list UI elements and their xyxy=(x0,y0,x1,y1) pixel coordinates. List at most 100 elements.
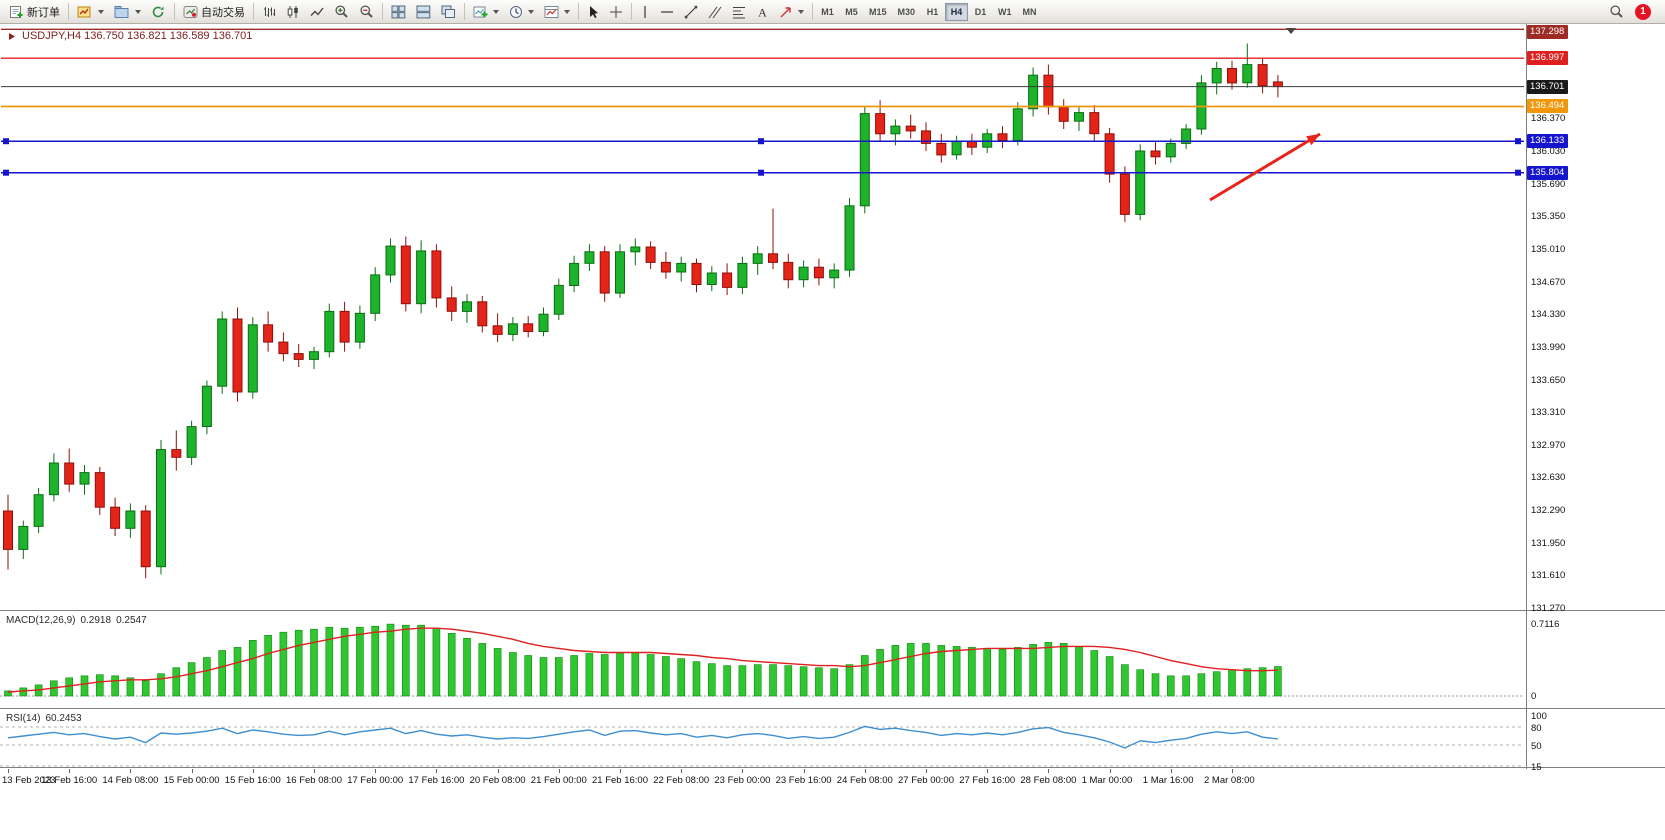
new-order-button[interactable]: 新订单 xyxy=(4,2,65,22)
crosshair-tool-button[interactable] xyxy=(604,2,628,22)
macd-histogram-bar xyxy=(876,649,884,697)
candle-body xyxy=(768,253,778,263)
candle-body xyxy=(156,449,166,568)
dropdown-caret xyxy=(528,9,534,14)
price-axis-label: 135.690 xyxy=(1531,178,1566,190)
one-click-trading-icon[interactable] xyxy=(8,32,17,41)
autotrading-button[interactable]: 自动交易 xyxy=(178,2,250,22)
timeframe-button-d1[interactable]: D1 xyxy=(969,3,992,21)
timeframe-button-w1[interactable]: W1 xyxy=(993,3,1017,21)
candle-body xyxy=(477,301,488,327)
bar-chart-icon xyxy=(264,6,275,17)
new-order-label: 新订单 xyxy=(27,6,60,19)
candle-body xyxy=(462,301,472,312)
timeframe-button-h1[interactable]: H1 xyxy=(921,3,944,21)
profiles-button[interactable] xyxy=(109,2,146,22)
line-handle[interactable] xyxy=(758,138,764,145)
macd-histogram-bar xyxy=(249,639,257,697)
tile-horizontal-button[interactable] xyxy=(411,2,436,22)
main-chart-canvas[interactable] xyxy=(0,24,1526,611)
macd-histogram-bar xyxy=(509,652,517,697)
candle-body xyxy=(33,494,44,527)
macd-histogram-bar xyxy=(784,665,793,697)
time-axis-label: 17 Feb 16:00 xyxy=(408,775,465,786)
svg-text:A: A xyxy=(758,5,767,19)
zoom-out-button[interactable] xyxy=(354,2,379,22)
rsi-label: RSI(14) 60.2453 xyxy=(6,713,87,724)
price-axis-label: 133.650 xyxy=(1531,374,1566,386)
add-indicator-button[interactable] xyxy=(468,2,504,22)
time-axis-label: 13 Feb 2023 xyxy=(2,775,56,786)
trendline-tool-button[interactable] xyxy=(679,2,703,22)
cascade-windows-icon xyxy=(441,5,455,18)
line-handle[interactable] xyxy=(1515,169,1521,176)
candle-body xyxy=(400,245,411,305)
time-axis[interactable]: 13 Feb 2023 13 Feb 16:00 14 Feb 08:00 15 Fe… xyxy=(0,769,1665,793)
fibonacci-tool-button[interactable] xyxy=(727,2,751,22)
rsi-axis-label: 15 xyxy=(1531,762,1542,773)
timeframe-button-h4[interactable]: H4 xyxy=(945,2,969,21)
tile-windows-button[interactable] xyxy=(386,2,411,22)
main-toolbar: 新订单 自动交易 xyxy=(0,0,1665,24)
macd-histogram-bar xyxy=(677,658,686,697)
candlestick-mode-button[interactable] xyxy=(281,2,305,22)
timeframe-button-mn[interactable]: MN xyxy=(1018,3,1042,21)
candle-body xyxy=(997,133,1008,142)
search-button[interactable] xyxy=(1604,2,1629,22)
arrows-tool-button[interactable] xyxy=(774,2,809,22)
bar-chart-mode-button[interactable] xyxy=(257,2,281,22)
autotrading-label: 自动交易 xyxy=(201,6,245,19)
rsi-canvas[interactable] xyxy=(0,710,1526,768)
candle-body xyxy=(1181,128,1192,144)
price-axis-label: 131.950 xyxy=(1531,537,1566,549)
chart-shift-marker-icon[interactable] xyxy=(1286,28,1296,34)
line-handle[interactable] xyxy=(1515,138,1521,145)
rsi-value: 60.2453 xyxy=(45,713,82,724)
timeframe-button-m5[interactable]: M5 xyxy=(840,3,863,21)
candle-body xyxy=(3,510,13,550)
macd-histogram-bar xyxy=(1075,646,1083,697)
macd-histogram-bar xyxy=(141,680,150,697)
line-handle[interactable] xyxy=(3,169,9,176)
dropdown-caret xyxy=(135,9,141,14)
candle-body xyxy=(1227,68,1237,84)
macd-histogram-bar xyxy=(310,628,318,697)
new-chart-button[interactable] xyxy=(72,2,109,22)
zoom-in-button[interactable] xyxy=(329,2,354,22)
line-handle[interactable] xyxy=(758,169,764,176)
refresh-button[interactable] xyxy=(146,2,171,22)
line-handle[interactable] xyxy=(3,138,9,145)
tile-windows-icon xyxy=(391,5,406,18)
timeframe-button-m30[interactable]: M30 xyxy=(893,3,921,21)
cursor-tool-button[interactable] xyxy=(582,2,604,22)
macd-canvas[interactable] xyxy=(0,612,1526,709)
horizontal-line-tool-button[interactable] xyxy=(655,2,679,22)
macd-signal-value: 0.2547 xyxy=(116,615,147,626)
time-axis-label: 27 Feb 00:00 xyxy=(898,775,954,786)
notification-badge[interactable]: 1 xyxy=(1635,3,1651,20)
macd-histogram-bar xyxy=(1228,669,1236,697)
macd-histogram-bar xyxy=(738,665,747,697)
macd-label: MACD(12,26,9) 0.2918 0.2547 xyxy=(6,615,152,626)
text-tool-button[interactable]: A xyxy=(751,2,774,22)
annotation-arrow[interactable] xyxy=(1209,132,1321,202)
rsi-name: RSI(14) xyxy=(6,713,41,724)
templates-button[interactable] xyxy=(539,2,575,22)
macd-histogram-bar xyxy=(203,657,211,697)
periods-button[interactable] xyxy=(504,2,539,22)
candle-body xyxy=(492,325,503,335)
macd-histogram-bar xyxy=(264,634,272,697)
vertical-line-icon xyxy=(644,5,646,18)
vertical-line-tool-button[interactable] xyxy=(635,2,655,22)
macd-histogram-bar xyxy=(279,631,288,697)
text-tool-icon: A xyxy=(758,5,767,19)
channel-tool-button[interactable] xyxy=(703,2,727,22)
channel-icon xyxy=(708,6,722,18)
candle-body xyxy=(339,310,350,343)
cursor-icon xyxy=(590,5,598,18)
zoom-out-icon xyxy=(360,5,373,18)
timeframe-button-m1[interactable]: M1 xyxy=(816,3,839,21)
line-chart-mode-button[interactable] xyxy=(305,2,329,22)
cascade-windows-button[interactable] xyxy=(436,2,461,22)
timeframe-button-m15[interactable]: M15 xyxy=(864,3,892,21)
